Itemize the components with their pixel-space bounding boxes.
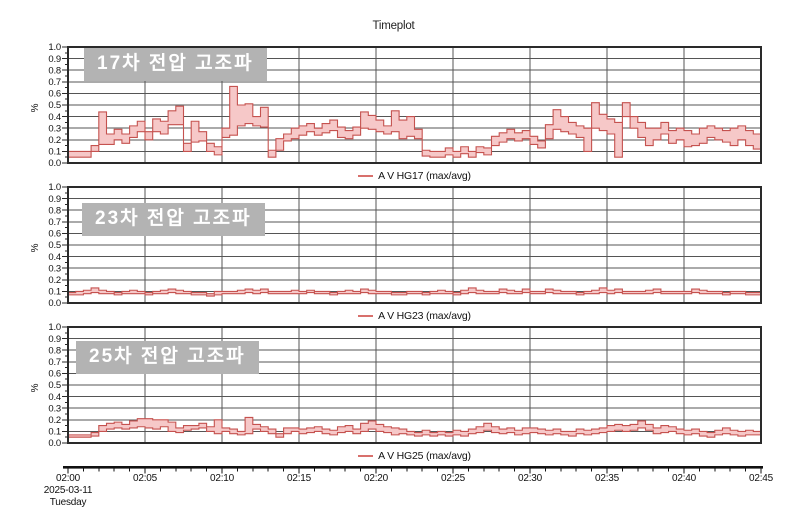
y-tick-label: 0.1 [48,147,61,158]
x-tick-label: 02:20 [364,473,389,484]
y-tick-label: 0.8 [48,65,61,76]
x-tick-label: 02:40 [672,473,697,484]
panel-label-hg25: 25차 전압 고조파 [76,341,259,374]
y-axis-unit-label: % [30,243,41,252]
x-tick-label: 02:35 [595,473,620,484]
x-tick-label: 02:15 [287,473,312,484]
x-tick-label: 02:05 [133,473,158,484]
legend-marker-icon [358,315,374,317]
y-tick-label: 0.9 [48,334,61,345]
y-tick-label: 0.9 [48,194,61,205]
x-axis-line [63,466,763,469]
y-tick-label: 0.2 [48,275,61,286]
y-tick-label: 0.4 [48,252,61,263]
band-HG25 [67,416,762,438]
x-tick-label: 02:10 [210,473,235,484]
legend-hg17: A V HG17 (max/avg) [68,169,761,183]
y-tick-label: 0.8 [48,205,61,216]
y-tick-label: 0.6 [48,229,61,240]
band-HG23 [67,287,762,297]
x-tick-label: 02:45 [749,473,774,484]
y-tick-label: 1.0 [48,322,61,333]
y-axis-unit-label: % [30,383,41,392]
y-tick-label: 0.8 [48,345,61,356]
y-tick-label: 0.7 [48,77,61,88]
y-tick-label: 0.5 [48,240,61,251]
legend-hg25: A V HG25 (max/avg) [68,449,761,463]
y-tick-label: 0.0 [48,438,61,449]
y-tick-label: 0.5 [48,100,61,111]
y-tick-label: 0.2 [48,135,61,146]
panel-label-hg17: 17차 전압 고조파 [84,48,267,81]
legend-marker-icon [358,455,374,457]
weekday-label: Tuesday [50,497,87,508]
y-tick-label: 0.5 [48,380,61,391]
y-tick-label: 0.7 [48,357,61,368]
y-tick-label: 0.6 [48,369,61,380]
legend-hg23: A V HG23 (max/avg) [68,309,761,323]
y-tick-label: 0.9 [48,54,61,65]
y-tick-label: 0.0 [48,298,61,309]
x-tick-label: 02:30 [518,473,543,484]
y-tick-label: 0.3 [48,263,61,274]
y-tick-label: 0.3 [48,403,61,414]
legend-text: A V HG25 (max/avg) [378,450,471,462]
y-tick-label: 0.6 [48,89,61,100]
y-tick-label: 0.1 [48,427,61,438]
y-axis-unit-label: % [30,103,41,112]
y-tick-label: 1.0 [48,182,61,193]
y-tick-label: 0.0 [48,158,61,169]
legend-marker-icon [358,175,374,177]
legend-text: A V HG17 (max/avg) [378,170,471,182]
y-tick-label: 1.0 [48,42,61,53]
x-tick-label: 02:00 [56,473,81,484]
y-tick-label: 0.1 [48,287,61,298]
y-tick-label: 0.7 [48,217,61,228]
y-tick-label: 0.4 [48,392,61,403]
x-tick-label: 02:25 [441,473,466,484]
y-tick-label: 0.4 [48,112,61,123]
y-tick-label: 0.3 [48,123,61,134]
date-label: 2025-03-11 [44,485,93,496]
panel-label-hg23: 23차 전압 고조파 [82,203,265,236]
legend-text: A V HG23 (max/avg) [378,310,471,322]
y-tick-label: 0.2 [48,415,61,426]
chart-title: Timeplot [372,20,415,32]
band-HG17 [67,85,762,158]
